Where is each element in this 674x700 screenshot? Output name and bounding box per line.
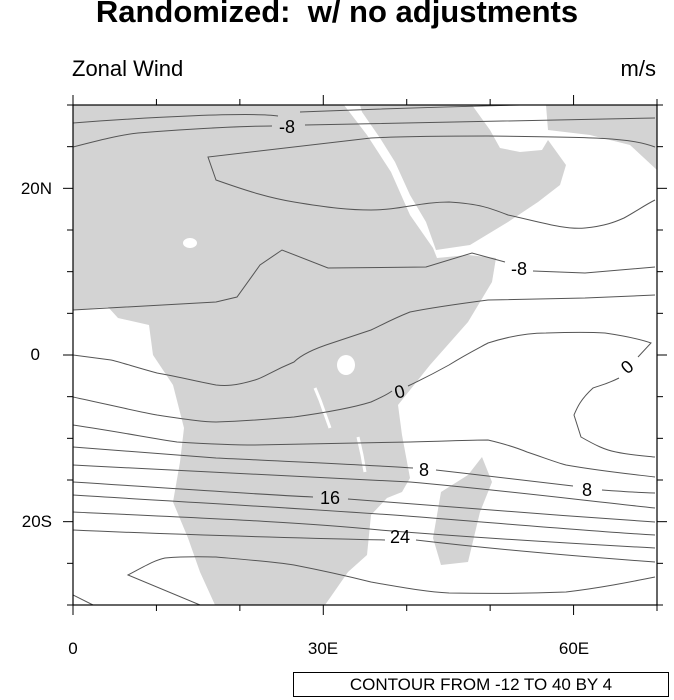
contour-line [73, 494, 656, 536]
x-tick-label: 30E [308, 639, 338, 658]
contour-line [73, 481, 656, 523]
contour-label: 0 [392, 381, 407, 403]
x-tick-label: 0 [68, 639, 77, 658]
contour-line [73, 529, 656, 563]
contour-label: 24 [390, 527, 410, 547]
contour-line [73, 424, 656, 478]
lake-tanganyika [313, 387, 332, 429]
contour-line [73, 464, 656, 509]
lake-chad [183, 238, 197, 248]
tick-marks [63, 95, 667, 615]
contour-line [207, 135, 656, 229]
contour-label: -8 [279, 117, 295, 137]
contour-line [73, 331, 656, 458]
units-label: m/s [620, 56, 656, 81]
contour-line [73, 249, 656, 311]
plot-title: Randomized: w/ no adjustments [95, 0, 579, 29]
contour-label: 8 [582, 480, 592, 500]
variable-name: Zonal Wind [72, 56, 184, 81]
land-africa [73, 105, 496, 605]
land-madagascar [433, 457, 492, 565]
contour-line [73, 511, 656, 549]
contour-info-label: CONTOUR FROM -12 TO 40 BY 4 [293, 672, 669, 697]
y-tick-label: 20S [22, 512, 52, 531]
contour-line [73, 594, 94, 605]
contour-label: -8 [511, 259, 527, 279]
contour-line [73, 294, 656, 386]
lake-victoria [337, 355, 355, 375]
contour-line [73, 446, 656, 494]
land-arabia [360, 105, 566, 250]
y-tick-label: 20N [21, 179, 52, 198]
contour-line [126, 556, 656, 605]
land-iran [546, 105, 657, 170]
x-tick-label: 60E [559, 639, 589, 658]
contour-lines [73, 105, 656, 605]
contour-label: 16 [320, 488, 340, 508]
y-tick-label: 0 [31, 345, 40, 364]
contour-label: 8 [419, 460, 429, 480]
